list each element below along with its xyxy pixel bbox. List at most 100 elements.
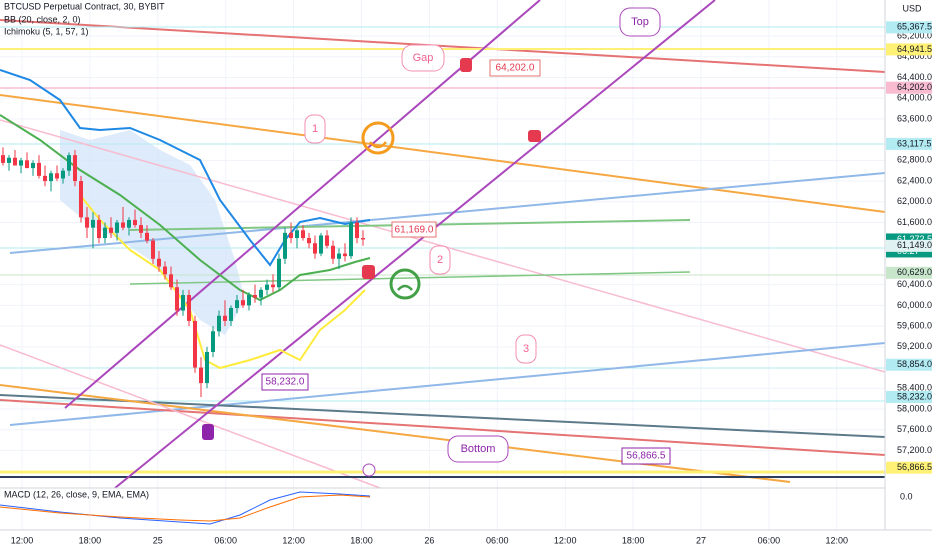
price-badge	[886, 21, 932, 34]
candle-body	[133, 219, 137, 226]
trend-line	[9, 172, 886, 254]
time-tick-label: 18:00	[622, 535, 645, 545]
candle-body	[331, 245, 335, 259]
price-badge-label: 58,232.0	[897, 391, 932, 401]
candle-body	[265, 284, 269, 290]
currency-label: USD	[902, 3, 922, 13]
candle-body	[355, 222, 359, 239]
candle-body	[139, 225, 143, 233]
price-badge-label: 63,117.5	[897, 138, 931, 148]
candle-body	[337, 253, 341, 259]
indicator-label: BB (20, close, 2, 0)	[4, 14, 81, 24]
candle-body	[289, 232, 293, 239]
axes: 65,200.0 64,800.0 64,400.0 64,000.0 63,600.0…	[11, 21, 932, 545]
price-tick-label: 61,600.0	[897, 217, 932, 227]
candle-body	[343, 253, 347, 257]
indicator-label: Ichimoku (5, 1, 57, 1)	[4, 26, 89, 36]
macd-zero: 0.0	[900, 491, 913, 501]
price-badge-label: 64,941.5	[897, 44, 932, 54]
candle-body	[157, 258, 161, 267]
time-tick-label: 12:00	[11, 535, 34, 545]
time-tick-label: 25	[153, 535, 163, 545]
price-tick-label: 64,800.0	[897, 51, 932, 61]
event-icon	[362, 463, 376, 477]
candle-body	[349, 222, 353, 257]
callout-text: 61,169.0	[395, 225, 434, 236]
price-badge	[886, 137, 932, 150]
candle-body	[295, 230, 299, 239]
candle-body	[229, 307, 233, 321]
price-badge-label: 58,854.0	[897, 359, 932, 369]
candle-body	[271, 284, 275, 288]
price-badge-label: 65,367.5	[897, 22, 932, 32]
hand-icon	[460, 58, 472, 72]
price-badge	[886, 43, 932, 56]
price-tick-label: 59,600.0	[897, 320, 932, 330]
price-badge-label: 61,272.5	[897, 234, 932, 244]
time-tick-label: 06:00	[214, 535, 237, 545]
drawings: Gap Top Bottom 1 2 3 64,202.0 61,169.0 5…	[0, 0, 886, 489]
callout-text: 56,866.5	[627, 451, 666, 462]
time-tick-label: 27	[696, 535, 706, 545]
candle-body	[97, 219, 101, 239]
candle-body	[7, 157, 11, 163]
trend-line	[129, 271, 691, 285]
candle-body	[61, 170, 65, 179]
note-box	[304, 114, 326, 144]
candle-body	[361, 238, 365, 240]
candle-body	[151, 240, 155, 259]
time-tick-label: 18:00	[79, 535, 102, 545]
candle-body	[217, 315, 221, 332]
candle-body	[307, 238, 311, 244]
candle-body	[145, 232, 149, 241]
candle-body	[13, 157, 17, 166]
note-text: Gap	[413, 52, 434, 64]
candle-body	[103, 227, 107, 239]
candle-body	[205, 351, 209, 384]
candle-body	[199, 367, 203, 384]
hand-icon	[362, 265, 375, 279]
price-tick-label: 57,200.0	[897, 445, 932, 455]
candle-body	[247, 295, 251, 306]
candle-body	[175, 287, 179, 311]
candle-body	[1, 155, 5, 163]
trend-line	[0, 94, 886, 213]
candle-body	[223, 315, 227, 321]
price-tick-label: 62,400.0	[897, 175, 932, 185]
candle-body	[55, 173, 59, 179]
candle-body	[73, 155, 77, 182]
candle-body	[109, 227, 113, 233]
candle-body	[127, 219, 131, 228]
face-mouth	[397, 284, 413, 291]
price-callout	[621, 447, 671, 465]
price-badge	[886, 239, 932, 252]
price-badge-label: 61,149.0	[897, 240, 932, 250]
note-text: Top	[631, 16, 649, 28]
price-badge-label: 60,629.0	[897, 267, 932, 277]
candle-body	[181, 295, 185, 311]
candle-body	[43, 175, 47, 182]
time-tick-label: 12:00	[282, 535, 305, 545]
bb-lower	[79, 194, 366, 370]
note-box	[619, 7, 661, 37]
note-box	[447, 435, 509, 463]
price-tick-label: 65,200.0	[897, 30, 932, 40]
candle-body	[277, 258, 281, 288]
price-badge	[886, 390, 932, 403]
callout-text: 64,202.0	[496, 63, 535, 74]
candle-body	[211, 331, 215, 352]
time-tick-label: 26	[424, 535, 434, 545]
trend-line	[9, 342, 886, 426]
candle-body	[115, 222, 119, 233]
candle-body	[169, 274, 173, 288]
smiley-mouth	[369, 141, 387, 149]
callout-text: 58,232.0	[266, 377, 305, 388]
candle-body	[259, 289, 263, 298]
channel-line	[114, 0, 716, 489]
time-tick-label: 06:00	[758, 535, 781, 545]
trend-line	[0, 344, 381, 489]
price-tick-label: 57,600.0	[897, 424, 932, 434]
price-badge	[886, 81, 932, 94]
note-box	[515, 334, 537, 364]
